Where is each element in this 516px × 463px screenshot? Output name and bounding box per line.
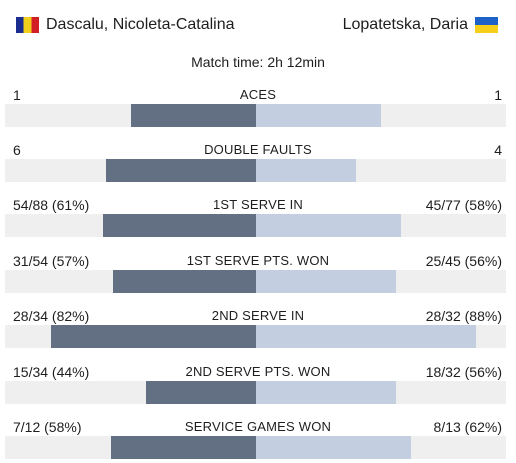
right-stat-bar	[256, 214, 401, 237]
left-stat-bar	[103, 214, 256, 237]
right-stat-value: 18/32 (56%)	[425, 364, 502, 380]
right-player-name: Lopatetska, Daria	[342, 16, 468, 33]
left-player-name: Dascalu, Nicoleta-Catalina	[46, 16, 235, 33]
right-stat-bar	[256, 270, 396, 293]
romania-flag-icon	[16, 17, 39, 33]
left-player: Dascalu, Nicoleta-Catalina	[16, 14, 235, 36]
left-stat-bar	[51, 325, 256, 348]
stat-title: SERVICE GAMES WON	[184, 419, 332, 434]
stat-row-aces: 1 ACES 1	[0, 86, 516, 127]
left-stat-bar	[113, 270, 256, 293]
stat-row-second-serve-in: 28/34 (82%) 2ND SERVE IN 28/32 (88%)	[0, 307, 516, 348]
right-stat-value: 4	[494, 142, 502, 158]
left-stat-bar	[111, 436, 256, 459]
stat-bar-track	[5, 104, 506, 127]
right-stat-value: 28/32 (88%)	[425, 308, 502, 324]
left-stat-value: 7/12 (58%)	[13, 419, 82, 435]
stat-row-first-serve-points-won: 31/54 (57%) 1ST SERVE PTS. WON 25/45 (56…	[0, 252, 516, 293]
stat-title: 1ST SERVE IN	[212, 197, 304, 212]
match-time: Match time: 2h 12min	[191, 54, 325, 70]
stat-bar-track	[5, 381, 506, 404]
right-stat-bar	[256, 436, 411, 459]
stat-row-second-serve-points-won: 15/34 (44%) 2ND SERVE PTS. WON 18/32 (56…	[0, 363, 516, 404]
stat-row-first-serve-in: 54/88 (61%) 1ST SERVE IN 45/77 (58%)	[0, 196, 516, 237]
right-stat-bar	[256, 159, 356, 182]
stat-title: ACES	[239, 87, 277, 102]
stat-title: 2ND SERVE PTS. WON	[185, 364, 331, 379]
left-stat-bar	[146, 381, 256, 404]
stat-bar-track	[5, 214, 506, 237]
stat-row-double-faults: 6 DOUBLE FAULTS 4	[0, 141, 516, 182]
stat-bar-track	[5, 436, 506, 459]
left-stat-value: 31/54 (57%)	[13, 253, 90, 269]
right-stat-value: 25/45 (56%)	[425, 253, 502, 269]
right-player: Lopatetska, Daria	[343, 14, 498, 36]
left-stat-value: 15/34 (44%)	[13, 364, 90, 380]
left-stat-value: 28/34 (82%)	[13, 308, 90, 324]
left-stat-bar	[131, 104, 256, 127]
right-stat-bar	[256, 325, 476, 348]
ukraine-flag-icon	[475, 17, 498, 33]
left-stat-bar	[106, 159, 256, 182]
right-stat-value: 8/13 (62%)	[433, 419, 502, 435]
match-header: Dascalu, Nicoleta-Catalina Lopatetska, D…	[0, 0, 516, 44]
stat-bar-track	[5, 270, 506, 293]
left-stat-value: 6	[13, 142, 21, 158]
right-stat-bar	[256, 104, 381, 127]
stat-bar-track	[5, 159, 506, 182]
stat-bar-track	[5, 325, 506, 348]
left-stat-value: 1	[13, 87, 21, 103]
left-stat-value: 54/88 (61%)	[13, 197, 90, 213]
stat-row-service-games-won: 7/12 (58%) SERVICE GAMES WON 8/13 (62%)	[0, 418, 516, 459]
stat-title: 1ST SERVE PTS. WON	[186, 253, 330, 268]
right-stat-value: 1	[494, 87, 502, 103]
right-stat-value: 45/77 (58%)	[425, 197, 502, 213]
right-stat-bar	[256, 381, 396, 404]
stat-title: 2ND SERVE IN	[211, 308, 305, 323]
stat-title: DOUBLE FAULTS	[204, 142, 312, 157]
